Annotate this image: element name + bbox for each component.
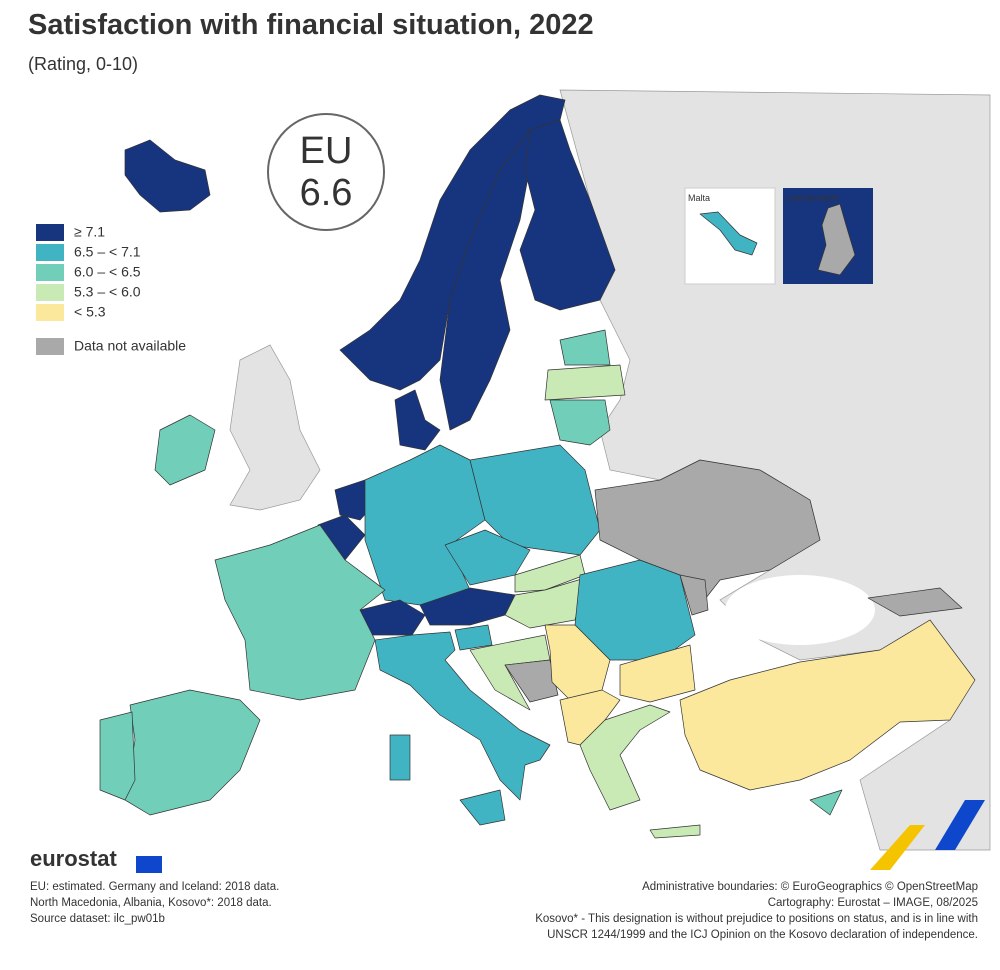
country — [649, 824, 701, 839]
land-background — [229, 344, 321, 511]
legend-swatch — [36, 264, 64, 281]
country — [454, 624, 493, 651]
logo-flag — [136, 856, 162, 873]
country — [514, 554, 586, 593]
inset-label: Malta — [688, 193, 710, 203]
legend-label: Data not available — [74, 338, 186, 354]
legend-swatch — [36, 224, 64, 241]
legend-label: 5.3 – < 6.0 — [74, 284, 141, 300]
country — [809, 789, 843, 816]
country — [679, 574, 709, 616]
country — [679, 619, 976, 791]
eu-badge — [267, 113, 385, 231]
note: North Macedonia, Albania, Kosovo*: 2018 … — [30, 897, 272, 909]
country — [214, 524, 386, 701]
legend: ≥ 7.1 6.5 – < 7.1 6.0 – < 6.5 5.3 – < 6.0 < … — [36, 224, 186, 355]
legend-label: ≥ 7.1 — [74, 224, 105, 240]
country — [394, 389, 441, 451]
country — [99, 711, 136, 801]
note: Administrative boundaries: © EuroGeograp… — [642, 881, 978, 893]
legend-label: 6.0 – < 6.5 — [74, 264, 141, 280]
country — [124, 139, 211, 213]
country — [619, 644, 696, 703]
country — [459, 789, 506, 826]
countries — [99, 94, 976, 839]
country — [579, 704, 671, 811]
country — [124, 689, 261, 816]
country — [504, 659, 559, 703]
country — [154, 414, 216, 486]
decor — [870, 825, 925, 870]
legend-label: 6.5 – < 7.1 — [74, 244, 141, 260]
note: Kosovo* - This designation is without pr… — [535, 913, 978, 925]
note: EU: estimated. Germany and Iceland: 2018… — [30, 881, 279, 893]
country — [469, 444, 601, 556]
inset-label: Liechtenstein — [786, 193, 839, 203]
country — [594, 459, 821, 613]
country — [559, 329, 611, 366]
country — [419, 587, 516, 626]
eu-badge-label: EU — [300, 130, 353, 172]
country — [817, 203, 856, 276]
country — [867, 587, 963, 617]
country — [444, 529, 531, 586]
country — [544, 364, 626, 401]
country — [519, 119, 616, 311]
legend-swatch — [36, 284, 64, 301]
note: Source dataset: ilc_pw01b — [30, 913, 165, 925]
country — [374, 631, 551, 801]
legend-swatch — [36, 304, 64, 321]
subtitle: (Rating, 0-10) — [28, 54, 138, 74]
note: UNSCR 1244/1999 and the ICJ Opinion on t… — [547, 929, 978, 941]
notes: EU: estimated. Germany and Iceland: 2018… — [30, 881, 978, 941]
note: Cartography: Eurostat – IMAGE, 08/2025 — [768, 897, 978, 909]
title: Satisfaction with financial situation, 2… — [28, 9, 594, 41]
sea — [725, 575, 875, 645]
country — [549, 399, 611, 446]
country — [699, 211, 758, 256]
legend-label: < 5.3 — [74, 304, 106, 320]
eu-badge-value: 6.6 — [300, 172, 353, 214]
country — [364, 444, 486, 606]
legend-swatch — [36, 338, 64, 355]
logo: eurostat — [30, 846, 117, 871]
legend-swatch — [36, 244, 64, 261]
country — [439, 129, 536, 431]
country — [389, 734, 411, 781]
decor — [935, 800, 985, 850]
